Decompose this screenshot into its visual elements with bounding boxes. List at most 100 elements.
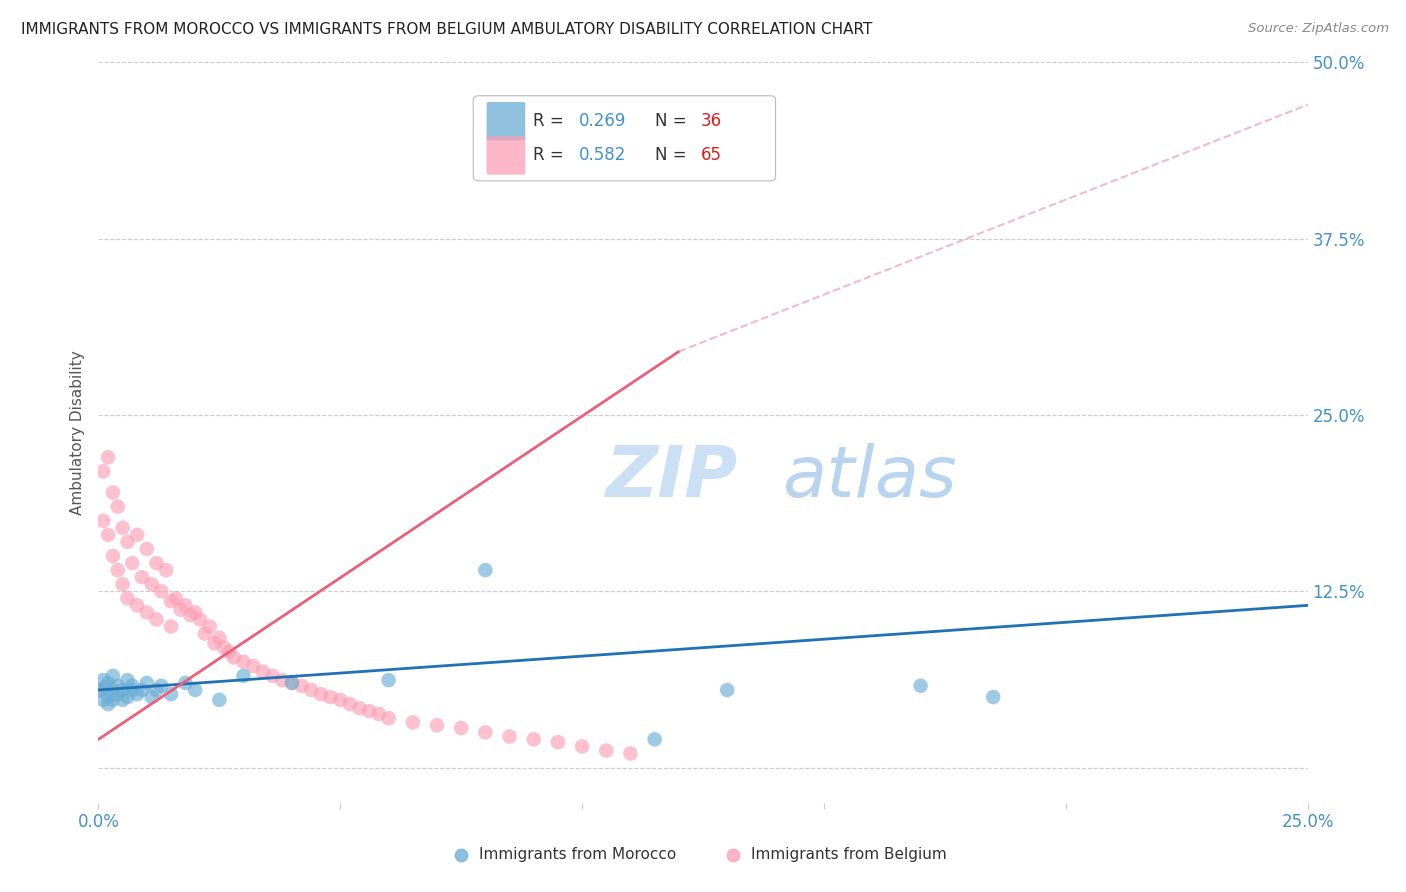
- Point: [91, 514, 114, 528]
- Point: [571, 739, 593, 754]
- Point: [117, 535, 139, 549]
- Point: [349, 701, 371, 715]
- Point: [198, 619, 221, 633]
- Point: [97, 450, 120, 465]
- Point: [101, 683, 124, 698]
- Text: Immigrants from Belgium: Immigrants from Belgium: [751, 847, 948, 863]
- Point: [252, 665, 274, 679]
- Point: [101, 485, 124, 500]
- Point: [523, 732, 546, 747]
- Text: N =: N =: [655, 146, 692, 164]
- Point: [359, 704, 381, 718]
- Point: [377, 673, 399, 687]
- Point: [131, 570, 153, 584]
- Point: [150, 584, 173, 599]
- Point: [127, 687, 149, 701]
- Point: [184, 683, 207, 698]
- Point: [547, 735, 569, 749]
- Point: [179, 608, 201, 623]
- Point: [111, 683, 134, 698]
- Point: [290, 679, 312, 693]
- Point: [141, 690, 163, 704]
- Point: [131, 683, 153, 698]
- Y-axis label: Ambulatory Disability: Ambulatory Disability: [70, 351, 86, 515]
- Point: [94, 680, 117, 694]
- Point: [145, 612, 167, 626]
- Point: [121, 556, 143, 570]
- Point: [91, 693, 114, 707]
- Point: [101, 693, 124, 707]
- Point: [117, 673, 139, 687]
- Point: [165, 591, 187, 606]
- Point: [135, 606, 157, 620]
- Point: [174, 599, 197, 613]
- Point: [281, 676, 304, 690]
- Point: [111, 521, 134, 535]
- Point: [127, 599, 149, 613]
- Point: [135, 676, 157, 690]
- Point: [97, 697, 120, 711]
- Point: [716, 683, 738, 698]
- Point: [242, 659, 264, 673]
- Point: [498, 730, 520, 744]
- Point: [91, 673, 114, 687]
- Point: [426, 718, 449, 732]
- Point: [184, 606, 207, 620]
- Text: IMMIGRANTS FROM MOROCCO VS IMMIGRANTS FROM BELGIUM AMBULATORY DISABILITY CORRELA: IMMIGRANTS FROM MOROCCO VS IMMIGRANTS FR…: [21, 22, 873, 37]
- Point: [121, 683, 143, 698]
- Point: [101, 669, 124, 683]
- Point: [232, 669, 254, 683]
- Point: [117, 690, 139, 704]
- Point: [222, 650, 245, 665]
- Point: [169, 602, 191, 616]
- Text: 65: 65: [700, 146, 721, 164]
- Point: [90, 683, 112, 698]
- Point: [141, 577, 163, 591]
- Point: [135, 541, 157, 556]
- Point: [281, 676, 304, 690]
- Point: [150, 679, 173, 693]
- Point: [319, 690, 342, 704]
- Point: [474, 563, 496, 577]
- Point: [232, 655, 254, 669]
- Point: [194, 626, 217, 640]
- Point: [127, 528, 149, 542]
- FancyBboxPatch shape: [486, 136, 526, 175]
- Point: [981, 690, 1004, 704]
- Point: [402, 715, 425, 730]
- Point: [107, 687, 129, 701]
- Text: ZIP: ZIP: [606, 442, 738, 511]
- Point: [160, 687, 183, 701]
- Point: [309, 687, 332, 701]
- Text: Source: ZipAtlas.com: Source: ZipAtlas.com: [1249, 22, 1389, 36]
- Text: R =: R =: [533, 112, 568, 130]
- Point: [299, 683, 322, 698]
- Point: [107, 679, 129, 693]
- Point: [595, 744, 617, 758]
- Text: N =: N =: [655, 112, 692, 130]
- Point: [111, 577, 134, 591]
- Point: [619, 747, 641, 761]
- Point: [97, 690, 120, 704]
- Point: [174, 676, 197, 690]
- Point: [204, 636, 226, 650]
- Point: [155, 563, 177, 577]
- Point: [271, 673, 294, 687]
- Point: [644, 732, 666, 747]
- Point: [368, 706, 391, 721]
- Point: [111, 693, 134, 707]
- Text: R =: R =: [533, 146, 568, 164]
- Text: 0.269: 0.269: [578, 112, 626, 130]
- Point: [208, 693, 231, 707]
- Point: [262, 669, 284, 683]
- Text: 36: 36: [700, 112, 721, 130]
- Point: [145, 556, 167, 570]
- Point: [910, 679, 932, 693]
- Point: [208, 631, 231, 645]
- Point: [212, 640, 235, 655]
- Point: [97, 676, 120, 690]
- Point: [121, 679, 143, 693]
- Point: [377, 711, 399, 725]
- Point: [90, 683, 112, 698]
- Text: 0.582: 0.582: [578, 146, 626, 164]
